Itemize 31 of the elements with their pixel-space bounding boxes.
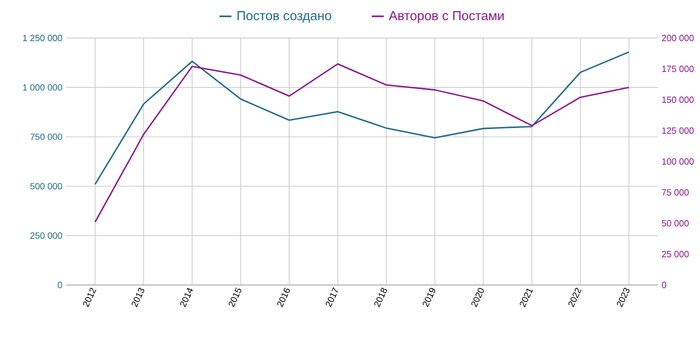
line-series (94, 63, 630, 223)
y2-tick-label: 175 000 (662, 66, 694, 72)
line-series (94, 51, 630, 185)
y-tick-label: 1 250 000 (23, 34, 62, 42)
y2-tick-label: 125 000 (662, 127, 694, 134)
y2-tick-label: 100 000 (662, 158, 694, 165)
x-tick-label: 2019 (422, 288, 436, 308)
legend-label: Постов создано (238, 11, 332, 23)
x-tick-label: 2017 (326, 287, 338, 308)
x-tick-label: 2020 (471, 288, 484, 308)
y2-tick-label: 0 (662, 282, 666, 288)
y2-tick-label: 150 000 (662, 96, 694, 103)
y2-tick-label: 75 000 (662, 189, 689, 196)
x-tick-label: 2021 (520, 288, 533, 308)
y2-tick-label: 25 000 (662, 250, 689, 258)
x-tick-label: 2023 (616, 288, 630, 308)
x-tick-label: 2022 (568, 288, 582, 308)
x-tick-label: 2014 (180, 288, 193, 308)
y2-tick-label: 50 000 (662, 220, 689, 226)
x-tick-label: 2016 (277, 288, 290, 308)
x-tick-label: 2012 (83, 288, 96, 308)
y2-tick-label: 200 000 (662, 34, 694, 42)
legend-label: Авторов с Постами (388, 11, 504, 23)
y-tick-label: 250 000 (30, 232, 62, 239)
y-tick-label: 750 000 (30, 134, 62, 140)
x-tick-label: 2018 (374, 288, 387, 308)
y-tick-label: 0 (58, 282, 62, 288)
x-tick-label: 2015 (228, 288, 242, 308)
y-tick-label: 500 000 (30, 183, 62, 190)
x-tick-label: 2013 (132, 288, 144, 308)
y-tick-label: 1 000 000 (23, 84, 62, 91)
